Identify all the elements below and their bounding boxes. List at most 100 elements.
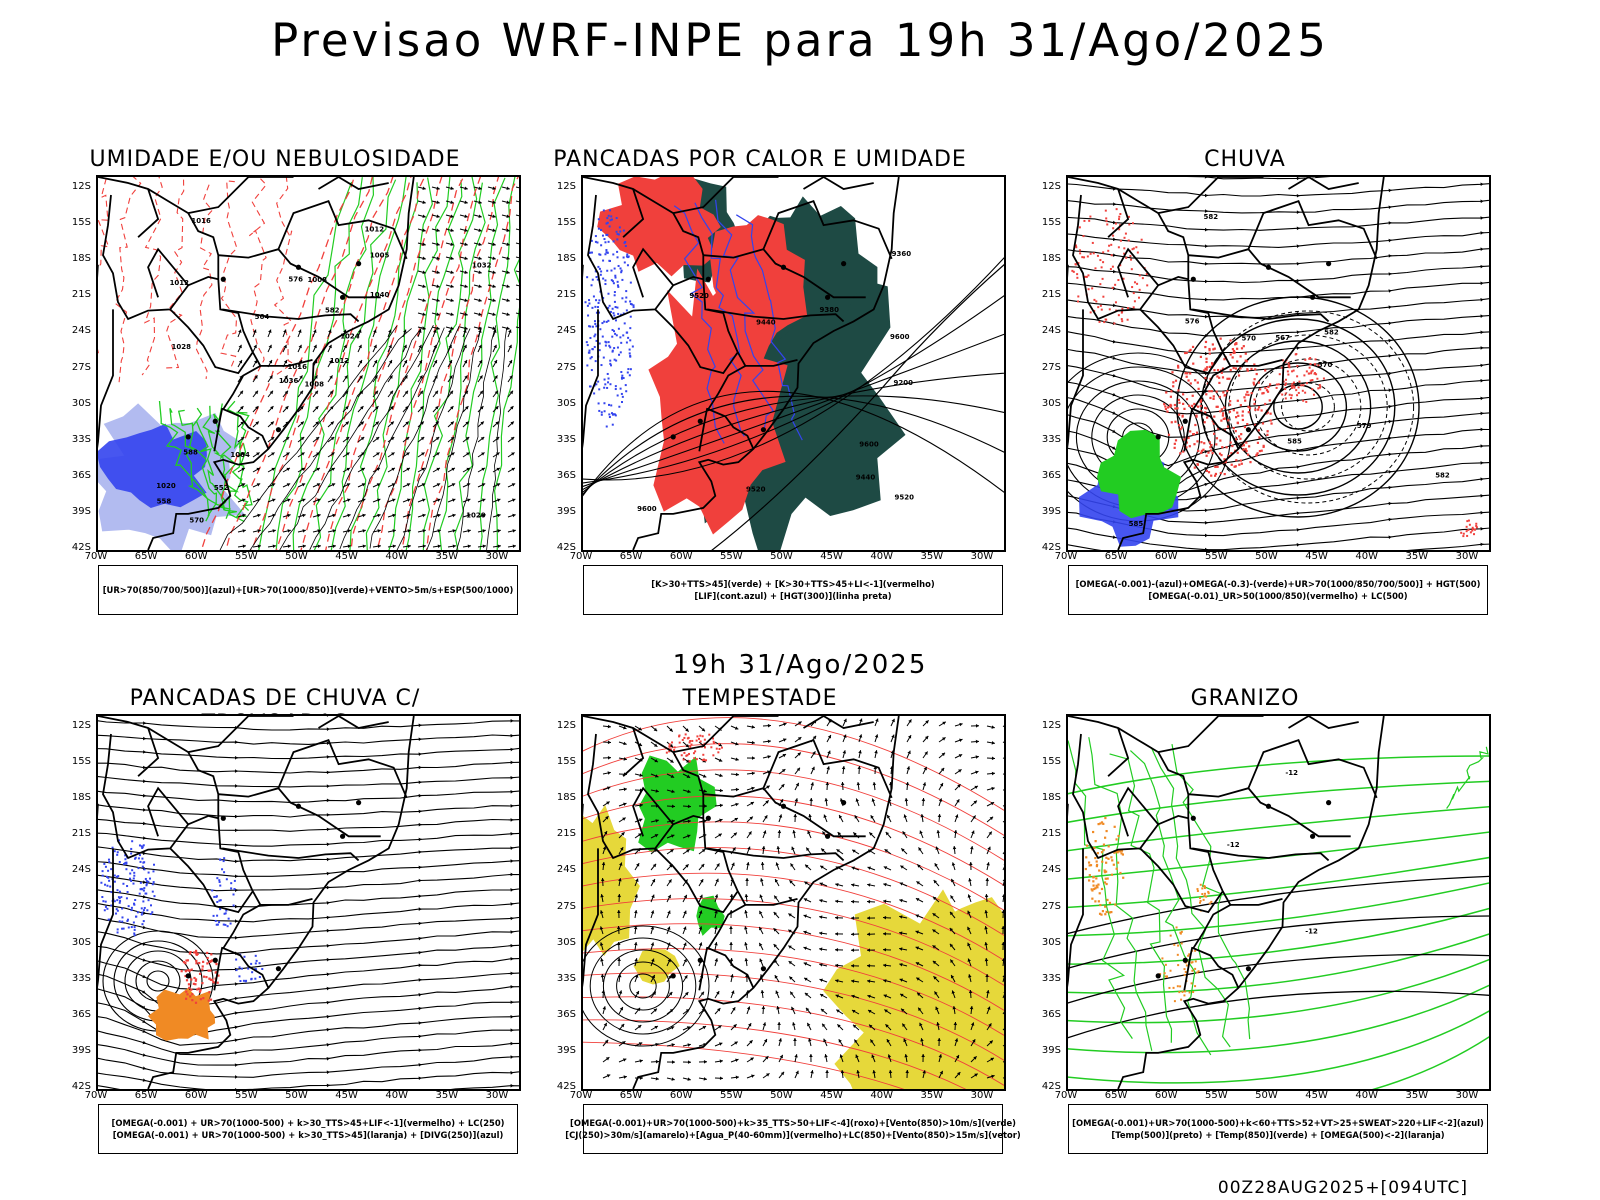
panel-legend: [OMEGA(-0.001)-(azul)+OMEGA(-0.3)-(verde… <box>1068 565 1488 615</box>
contour-label: 1012 <box>330 357 350 365</box>
contour-label: -12 <box>1285 769 1298 777</box>
panel-legend: [OMEGA(-0.001)+UR>70(1000-500)+k<60+TTS>… <box>1068 1104 1488 1154</box>
lon-tick-label: 45W <box>335 1090 358 1101</box>
legend-line: [OMEGA(-0.01)_UR>50(1000/850)(vermelho) … <box>1148 591 1408 601</box>
lon-tick-label: 55W <box>720 1090 743 1101</box>
lon-tick-label: 55W <box>235 1090 258 1101</box>
lat-tick-label: 21S <box>71 289 91 301</box>
lon-tick-label: 45W <box>820 551 843 562</box>
contour-label: 1028 <box>171 343 191 351</box>
lat-tick-label: 21S <box>556 289 576 301</box>
legend-line: [OMEGA(-0.001)+UR>70(1000-500)+k>35_TTS>… <box>570 1118 1016 1128</box>
legend-line: [Temp(500)](preto) + [Temp(850)](verde) … <box>1111 1130 1445 1140</box>
contour-label: 9360 <box>892 250 912 258</box>
contour-label: 9440 <box>856 473 876 481</box>
lat-tick-label: 24S <box>556 864 576 876</box>
contour-label: 585 <box>1287 437 1302 445</box>
lat-tick-label: 15S <box>71 756 91 768</box>
panel-tempestade: TEMPESTADE 12S 15S 18S 21S 24S 27S 30S 33S 36S 39S… <box>540 686 1021 1186</box>
lon-tick-label: 65W <box>1104 1090 1128 1101</box>
lon-tick-label: 45W <box>820 1090 843 1101</box>
lat-tick-label: 18S <box>71 253 91 265</box>
contour-label: 576 <box>1185 318 1200 326</box>
lon-tick-label: 70W <box>1054 1090 1078 1101</box>
lon-tick-label: 55W <box>720 551 743 562</box>
contour-label: 558 <box>157 497 172 505</box>
lon-tick-label: 60W <box>669 1090 693 1101</box>
lat-tick-label: 12S <box>71 181 91 193</box>
map-plot <box>96 714 521 1091</box>
contour-label: 1036 <box>279 377 299 385</box>
lon-tick-label: 30W <box>1455 1090 1479 1101</box>
contour-label: 1020 <box>466 511 486 519</box>
lon-tick-label: 35W <box>435 551 459 562</box>
lon-tick-label: 70W <box>569 551 593 562</box>
lon-tick-label: 35W <box>920 551 944 562</box>
lon-tick-label: 40W <box>870 551 894 562</box>
lat-tick-label: 21S <box>1041 828 1061 840</box>
lon-tick-label: 65W <box>134 551 158 562</box>
lat-tick-label: 33S <box>556 972 576 984</box>
panel-legend: [OMEGA(-0.001)+UR>70(1000-500)+k>35_TTS>… <box>565 1104 1021 1154</box>
map-plot: -12 -12 -12 <box>1066 714 1491 1091</box>
lat-tick-label: 12S <box>1041 720 1061 732</box>
lon-tick-label: 35W <box>1405 1090 1429 1101</box>
lon-tick-label: 55W <box>235 551 258 562</box>
lat-tick-label: 18S <box>1041 253 1061 265</box>
lat-tick-label: 42S <box>556 1081 576 1092</box>
lat-tick-label: 36S <box>1041 469 1061 481</box>
lon-tick-label: 65W <box>619 1090 643 1101</box>
lon-tick-label: 70W <box>84 551 108 562</box>
map-svg: -12 -12 -12 <box>1068 716 1489 1089</box>
lat-tick-label: 39S <box>71 1044 91 1056</box>
contour-label: 567 <box>1275 334 1290 342</box>
legend-line: [OMEGA(-0.001) + UR>70(1000-500) + k>30_… <box>112 1130 504 1140</box>
lat-tick-label: 30S <box>71 397 91 409</box>
contour-label: 9600 <box>859 441 879 449</box>
map-plot <box>581 714 1006 1091</box>
panel-pancadas-trovoadas: PANCADAS DE CHUVA C/ TROVOADAS12S15S18S2… <box>55 686 521 1186</box>
contour-label: 9600 <box>890 333 910 341</box>
lat-tick-label: 42S <box>71 542 91 553</box>
contour-label: 582 <box>325 307 340 315</box>
contour-label: 1016 <box>191 217 211 225</box>
map-plot: 585 582 582 576 579 582 570 567 570 585 <box>1066 175 1491 552</box>
lat-tick-label: 12S <box>71 720 91 732</box>
lat-tick-label: 18S <box>71 792 91 804</box>
contour-label: 585 <box>1129 520 1144 528</box>
lat-tick-label: 33S <box>71 972 91 984</box>
contour-label: 579 <box>1357 422 1372 430</box>
lat-tick-label: 36S <box>71 469 91 481</box>
lon-tick-label: 60W <box>184 551 208 562</box>
contour-label: 9440 <box>756 318 776 326</box>
lon-tick-label: 45W <box>335 551 358 562</box>
map-svg: 1008 1012 1016 1020 1024 1004 1012 1008 1005 1012… <box>98 177 519 550</box>
lon-tick-label: 60W <box>669 551 693 562</box>
lat-tick-label: 15S <box>556 217 576 229</box>
lon-tick-label: 40W <box>385 1090 409 1101</box>
contour-label: 1005 <box>370 252 390 260</box>
lat-tick-label: 15S <box>1041 217 1061 229</box>
map-svg: 9600 9600 9600 9520 9520 9520 9440 9440 9360 9200… <box>583 177 1004 550</box>
legend-line: [UR>70(850/700/500)](azul)+[UR>70(1000/8… <box>102 585 514 595</box>
map-plot: 9600 9600 9600 9520 9520 9520 9440 9440 9360 9200… <box>581 175 1006 552</box>
lat-tick-label: 30S <box>556 397 576 409</box>
model-run-label: 00Z28AUG2025+[094UTC] <box>1217 1178 1468 1198</box>
lon-tick-label: 70W <box>1054 551 1078 562</box>
contour-label: 564 <box>255 313 270 321</box>
lon-tick-label: 30W <box>485 1090 509 1101</box>
lon-tick-label: 30W <box>1455 551 1479 562</box>
legend-line: [CJ(250)>30m/s](amarelo)+[Agua_P(40-60mm… <box>565 1130 1021 1140</box>
lat-tick-label: 36S <box>1041 1008 1061 1020</box>
lon-tick-label: 55W <box>1205 551 1228 562</box>
lat-tick-label: 21S <box>556 828 576 840</box>
contour-label: 1016 <box>288 363 308 371</box>
lat-tick-label: 27S <box>556 361 576 373</box>
lat-tick-label: 33S <box>1041 433 1061 445</box>
panel-title: PANCADAS POR CALOR E UMIDADE <box>553 147 967 172</box>
lat-tick-label: 30S <box>71 936 91 948</box>
contour-label: 588 <box>183 448 198 456</box>
contour-label: 582 <box>1204 213 1219 221</box>
map-plot: 1008 1012 1016 1020 1024 1004 1012 1008 1005 1012… <box>96 175 521 552</box>
lon-tick-label: 45W <box>1305 551 1328 562</box>
